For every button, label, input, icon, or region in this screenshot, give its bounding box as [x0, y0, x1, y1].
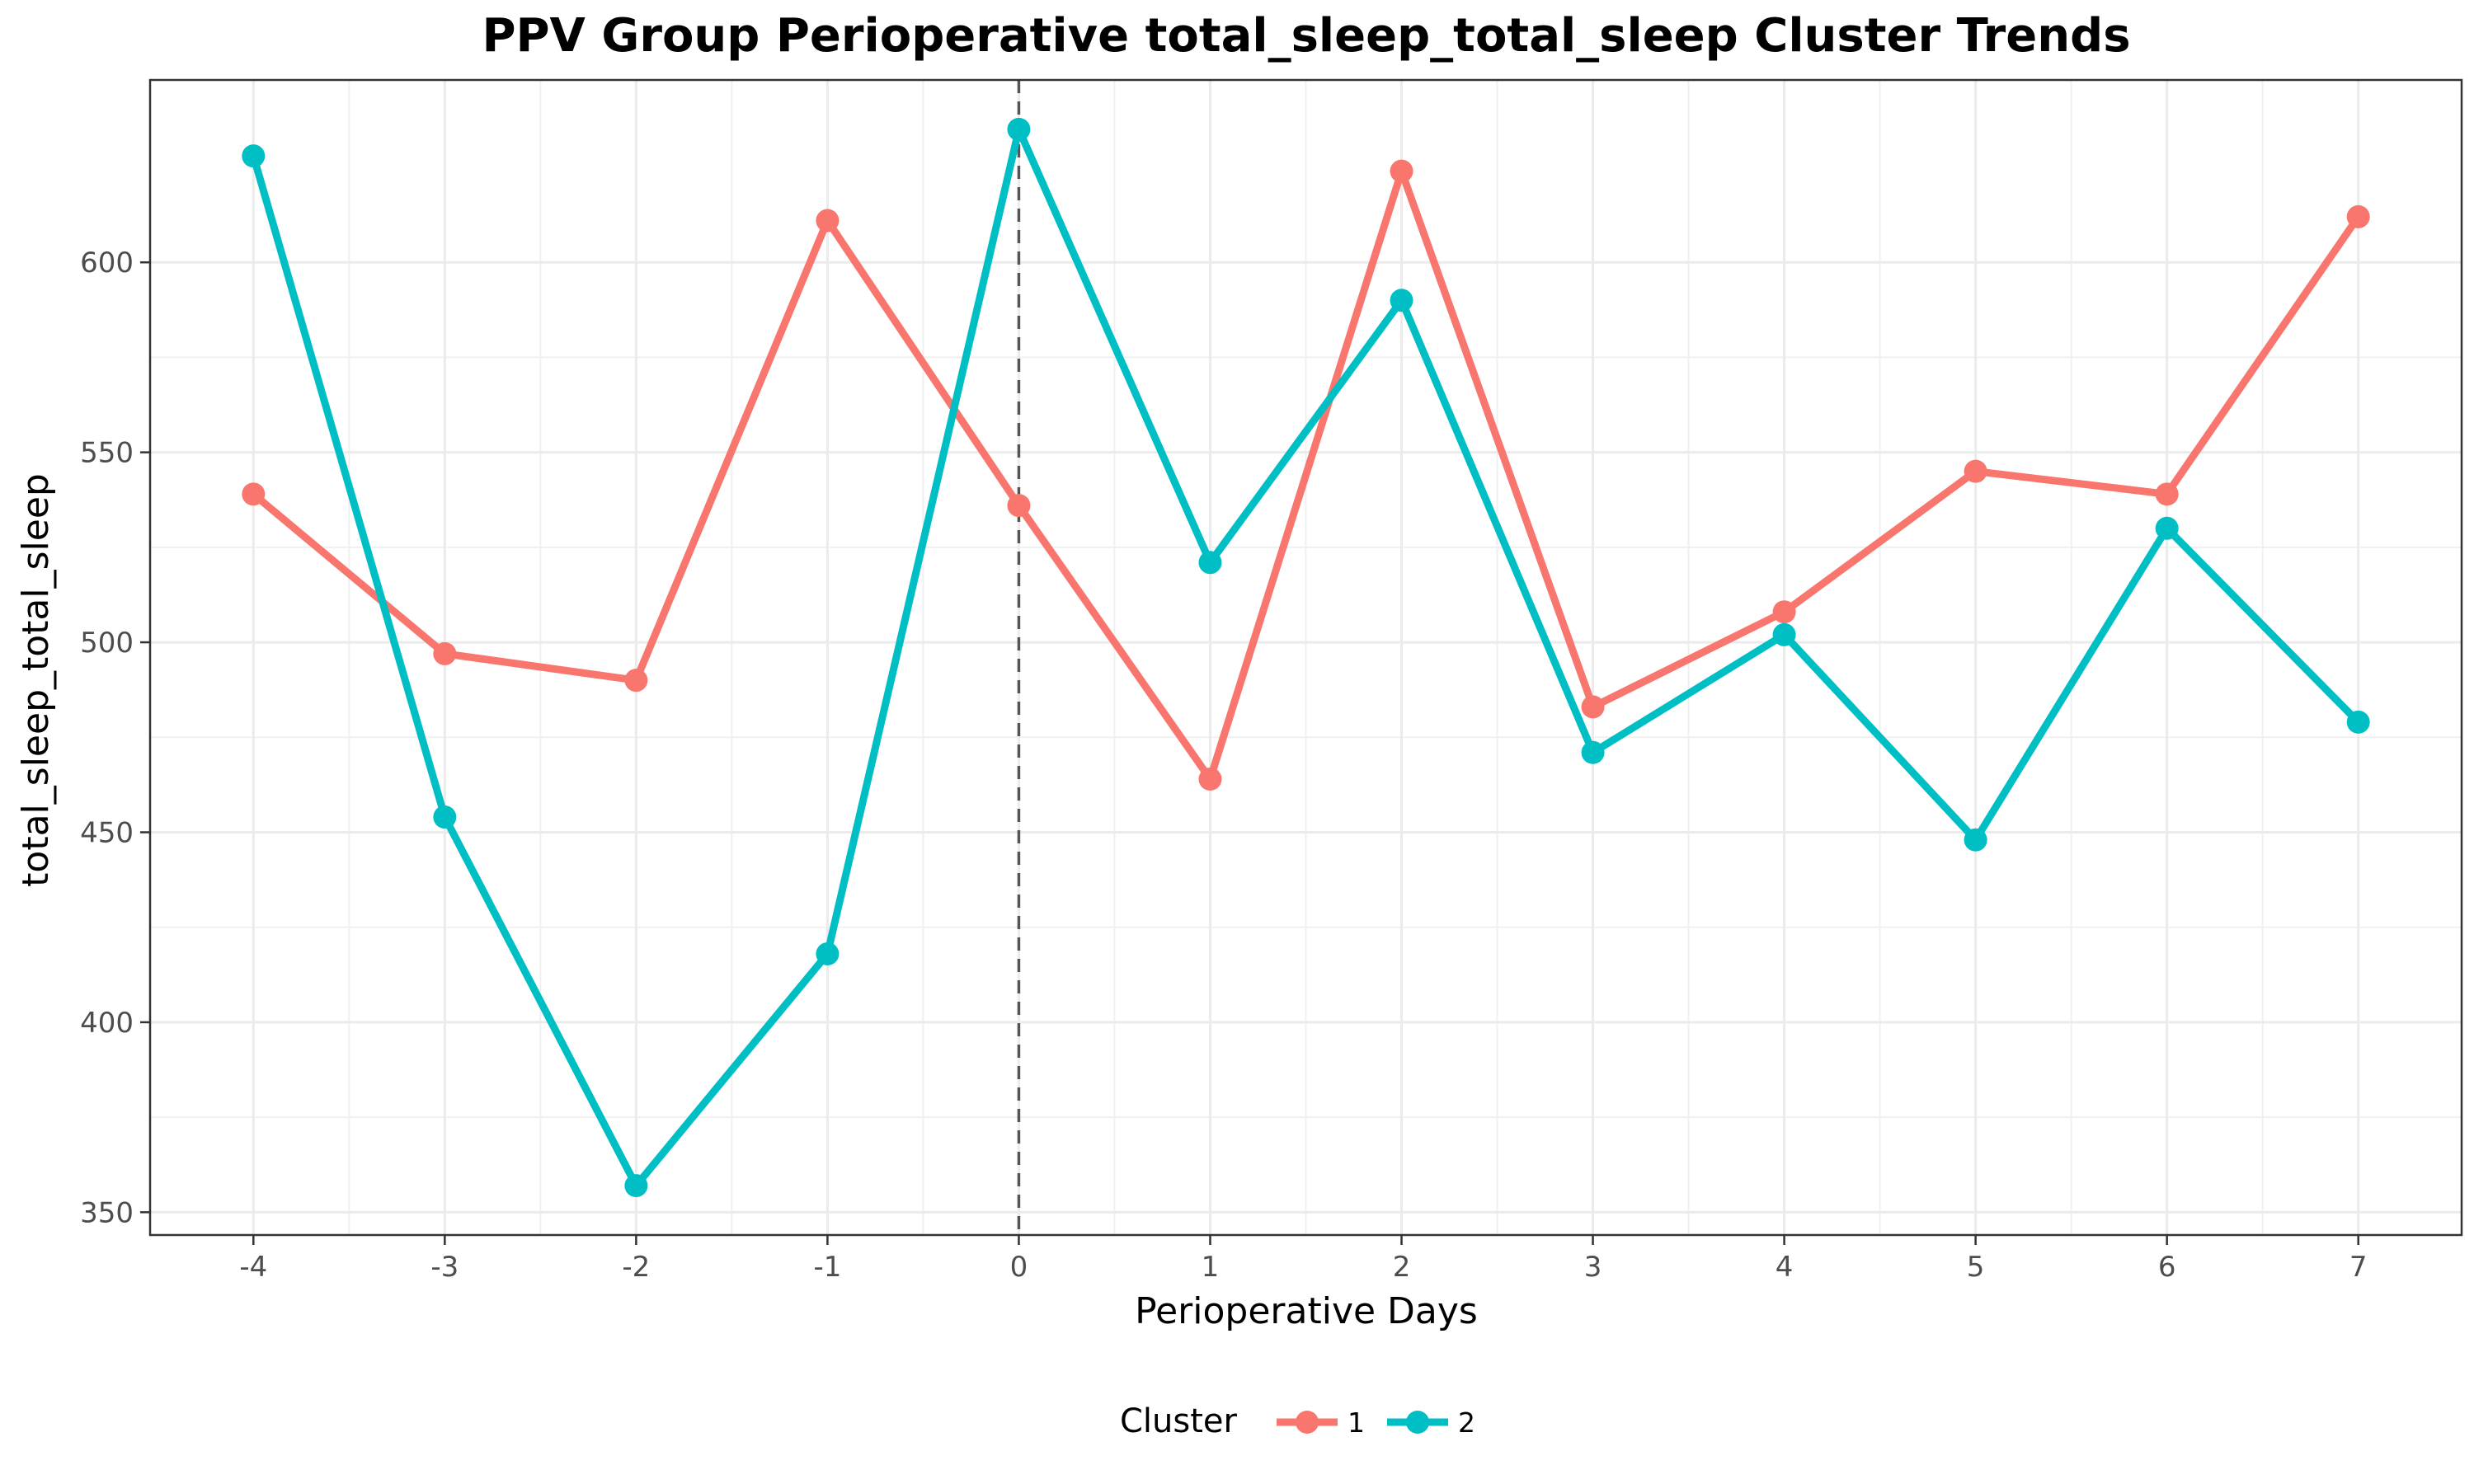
legend-label: 1 [1348, 1407, 1365, 1439]
chart-title: PPV Group Perioperative total_sleep_tota… [482, 9, 2130, 63]
y-tick-label: 600 [80, 247, 134, 279]
data-point-1 [1007, 494, 1031, 518]
data-point-2 [242, 144, 266, 168]
x-tick-label: 6 [2158, 1251, 2176, 1284]
data-point-2 [1198, 551, 1222, 575]
data-point-2 [1007, 117, 1031, 141]
data-point-1 [1390, 159, 1413, 183]
series-line-2 [249, 125, 2363, 1190]
data-point-1 [624, 669, 648, 693]
data-point-1 [1198, 767, 1222, 791]
x-tick-label: -4 [239, 1251, 267, 1284]
x-tick-label: 5 [1967, 1251, 1985, 1284]
data-point-2 [2346, 710, 2370, 734]
legend: Cluster 1 2 [1120, 1402, 1475, 1440]
legend-item-2: 2 [1387, 1407, 1475, 1439]
legend-item-1: 1 [1277, 1407, 1365, 1439]
legend-key-point [1296, 1411, 1319, 1434]
y-tick-label: 450 [80, 816, 134, 849]
legend-label: 2 [1458, 1407, 1475, 1439]
x-tick-label: -1 [813, 1251, 841, 1284]
x-tick-label: 7 [2349, 1251, 2368, 1284]
x-tick-label: -3 [430, 1251, 459, 1284]
data-point-1 [2346, 204, 2370, 228]
data-point-2 [1772, 622, 1796, 646]
x-tick-label: -2 [622, 1251, 650, 1284]
series-line-1 [249, 167, 2363, 783]
x-axis-title: Perioperative Days [1135, 1290, 1478, 1332]
data-point-2 [1964, 828, 1987, 852]
data-point-1 [1772, 600, 1796, 624]
legend-key-point [1406, 1411, 1429, 1434]
data-point-1 [433, 641, 457, 665]
x-tick-label: 1 [1202, 1251, 1220, 1284]
plot-border [148, 78, 2463, 1237]
y-tick-label: 400 [80, 1007, 134, 1040]
data-point-2 [624, 1174, 648, 1198]
y-tick-label: 350 [80, 1196, 134, 1229]
data-point-1 [242, 482, 266, 506]
data-point-2 [2155, 516, 2179, 540]
x-tick-label: 3 [1584, 1251, 1602, 1284]
data-point-2 [816, 942, 840, 965]
y-tick-label: 500 [80, 627, 134, 660]
data-point-2 [433, 805, 457, 829]
plot-panel: -4 -3 -2 -1 0 1 2 3 4 5 6 7 350 400 450 500 550 600 [80, 78, 2463, 1284]
data-point-2 [1390, 289, 1413, 312]
data-point-1 [2155, 482, 2179, 506]
x-tick-label: 2 [1393, 1251, 1411, 1284]
data-point-1 [1581, 695, 1605, 719]
y-axis-title: total_sleep_total_sleep [15, 473, 57, 887]
data-point-2 [1581, 740, 1605, 764]
data-point-1 [1964, 459, 1987, 483]
y-tick-label: 550 [80, 437, 134, 470]
x-tick-label: 0 [1010, 1251, 1028, 1284]
x-tick-label: 4 [1776, 1251, 1794, 1284]
data-point-1 [816, 209, 840, 232]
legend-title: Cluster [1120, 1402, 1238, 1440]
